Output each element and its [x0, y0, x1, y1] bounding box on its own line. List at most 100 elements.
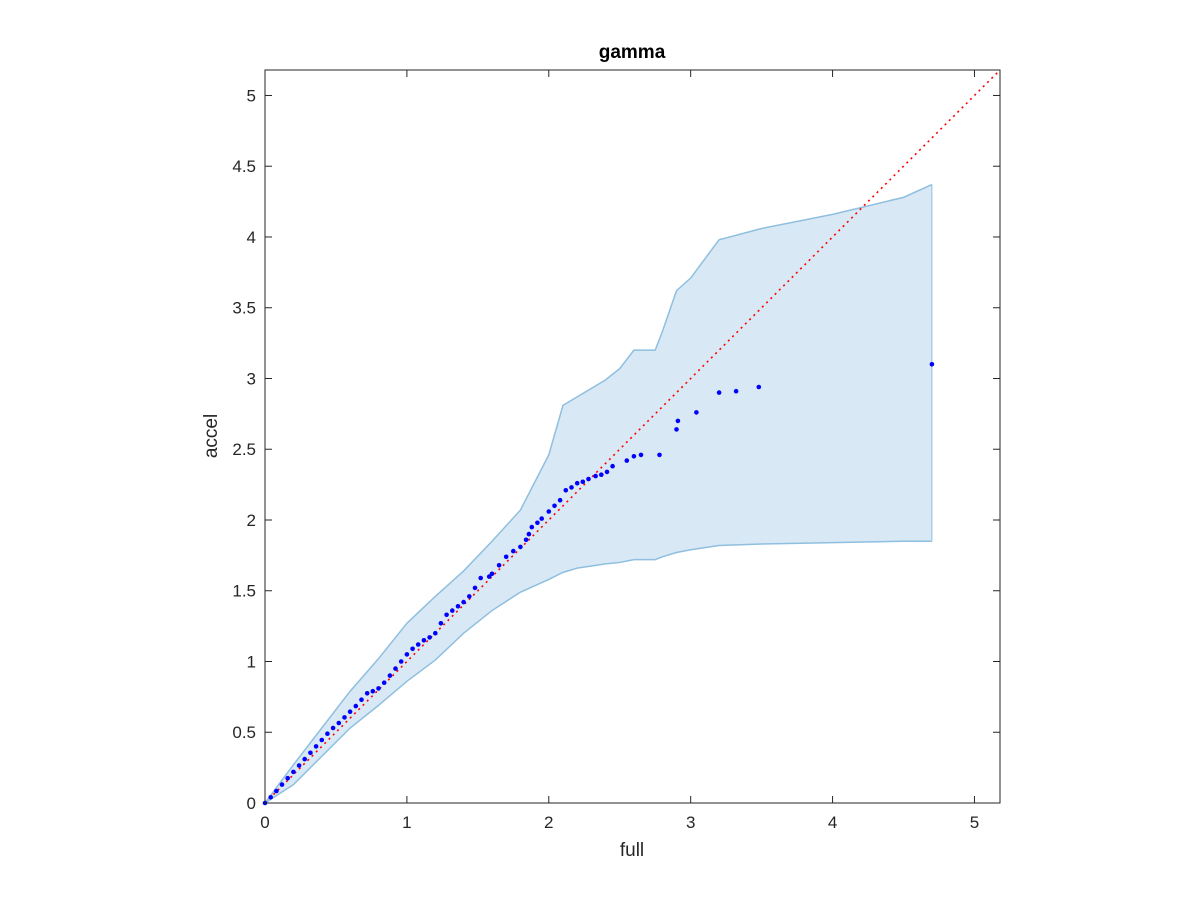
data-point — [631, 454, 637, 459]
data-point — [410, 646, 415, 652]
plot-area — [262, 69, 1001, 806]
y-tick-label: 1 — [247, 652, 256, 671]
y-tick-label: 2.5 — [232, 440, 256, 459]
data-point — [526, 531, 532, 537]
data-point — [433, 630, 438, 636]
data-point — [574, 480, 580, 486]
data-point — [675, 418, 681, 424]
data-point — [398, 659, 404, 664]
data-point — [387, 673, 393, 678]
y-tick-label: 4 — [247, 228, 256, 247]
y-tick-label: 2 — [247, 511, 256, 530]
data-point — [599, 472, 604, 478]
x-tick-label: 3 — [686, 813, 695, 832]
data-point — [364, 691, 370, 696]
x-tick-label: 5 — [970, 813, 979, 832]
data-point — [756, 384, 762, 390]
data-point — [302, 756, 308, 762]
band-fill — [265, 184, 932, 804]
x-tick-label: 2 — [544, 813, 553, 832]
data-point — [580, 479, 586, 485]
data-point — [486, 574, 492, 579]
data-point — [503, 554, 509, 560]
data-point — [438, 621, 444, 626]
data-point — [563, 488, 569, 493]
data-point — [472, 585, 478, 591]
data-point — [325, 731, 330, 736]
y-tick-label: 0 — [247, 794, 256, 813]
data-point — [539, 516, 544, 521]
data-point — [929, 362, 935, 367]
data-point — [610, 463, 615, 469]
y-tick-label: 1.5 — [232, 582, 256, 601]
data-point — [657, 452, 662, 458]
x-tick-label: 4 — [828, 813, 837, 832]
data-point — [376, 686, 381, 691]
data-point — [552, 503, 557, 509]
data-point — [478, 575, 484, 581]
data-point — [593, 473, 598, 479]
data-point — [313, 744, 319, 749]
y-axis-label: accel — [201, 414, 222, 458]
y-tick-label: 3.5 — [232, 299, 256, 318]
data-point — [404, 652, 410, 657]
data-point — [496, 563, 502, 568]
x-axis-label: full — [620, 840, 644, 861]
data-point — [535, 520, 540, 526]
data-point — [557, 497, 563, 503]
data-point — [444, 612, 449, 618]
x-axis: 0 1 2 3 4 5 — [260, 70, 979, 832]
data-point — [455, 604, 461, 609]
data-point — [370, 688, 376, 694]
axes-box — [264, 69, 1001, 804]
data-point — [291, 769, 296, 775]
data-point — [330, 725, 336, 731]
data-point — [694, 410, 699, 415]
y-tick-label: 5 — [247, 86, 256, 105]
data-point — [716, 390, 722, 395]
data-point — [604, 469, 610, 475]
data-point — [319, 737, 325, 743]
data-point — [624, 458, 630, 463]
data-point — [733, 388, 739, 394]
band-lower-edge — [264, 540, 932, 804]
data-point — [359, 697, 364, 702]
data-point — [415, 642, 421, 647]
data-point — [467, 594, 472, 599]
chart-title: gamma — [599, 42, 666, 63]
data-point — [274, 788, 279, 794]
data-point — [347, 709, 353, 714]
data-point — [569, 485, 574, 490]
data-point — [421, 638, 427, 643]
data-point — [342, 715, 347, 720]
data-point — [450, 608, 455, 613]
y-tick-label: 3 — [247, 369, 256, 388]
data-point — [511, 548, 516, 554]
x-tick-label: 0 — [260, 813, 269, 832]
data-point — [586, 476, 591, 482]
y-tick-label: 4.5 — [232, 157, 256, 176]
y-axis: 0 0.5 1 1.5 2 2.5 3 3.5 4 4.5 5 — [232, 86, 1000, 813]
data-point — [296, 763, 302, 768]
y-tick-label: 0.5 — [232, 723, 256, 742]
data-point — [353, 703, 359, 709]
data-point — [518, 544, 523, 550]
data-point — [674, 427, 679, 432]
data-point — [523, 537, 529, 543]
reference-line — [264, 69, 1001, 804]
x-tick-label: 1 — [402, 813, 411, 832]
data-point — [638, 452, 644, 458]
data-point — [393, 666, 398, 671]
data-point — [427, 635, 432, 640]
data-point — [489, 571, 495, 577]
data-point — [308, 750, 313, 756]
data-point — [285, 775, 291, 781]
data-point — [529, 524, 535, 530]
band-upper-edge — [264, 183, 933, 804]
data-point — [336, 720, 342, 726]
data-point — [546, 509, 552, 514]
data-point — [279, 782, 285, 787]
data-point — [381, 680, 387, 685]
data-point — [268, 795, 274, 800]
